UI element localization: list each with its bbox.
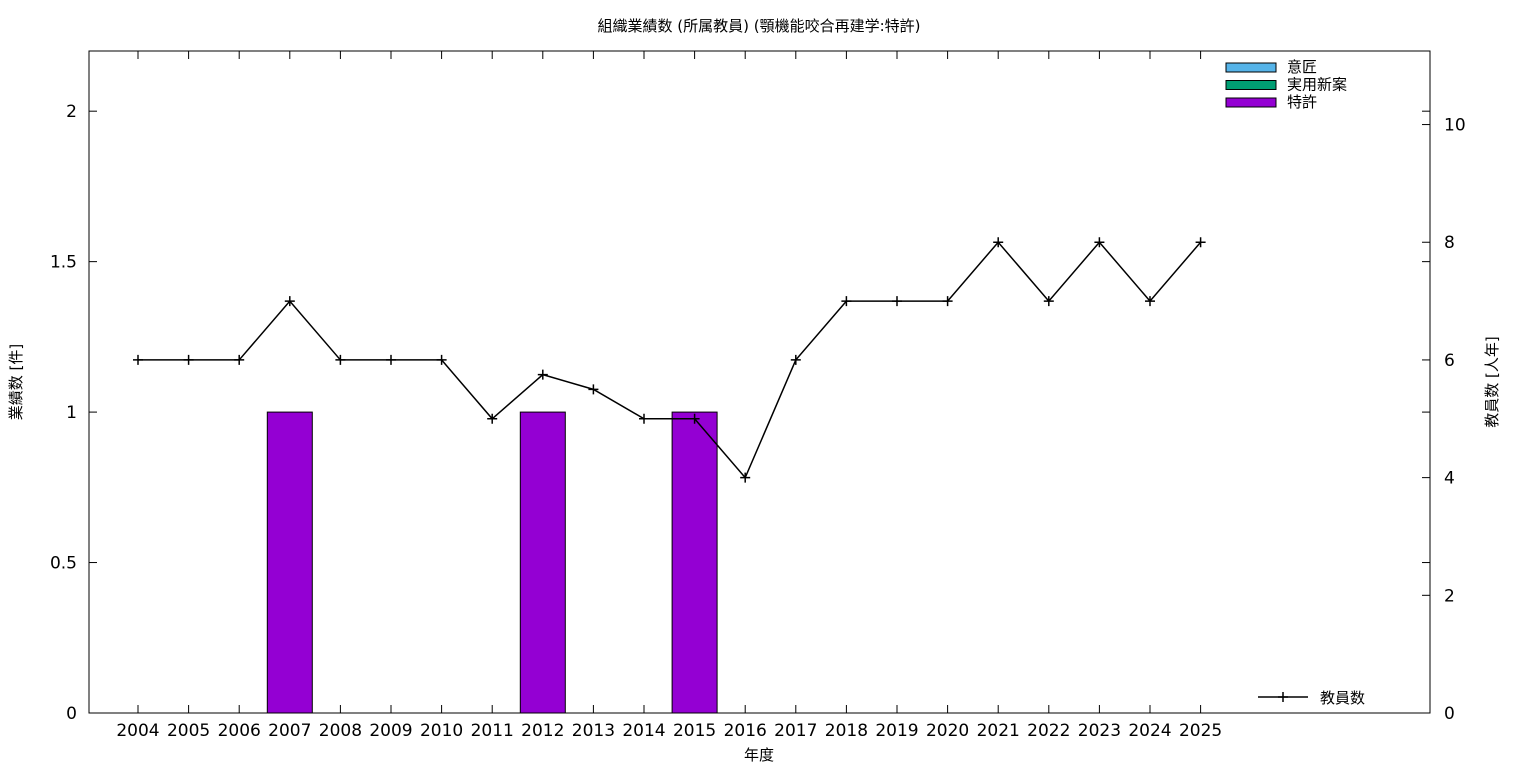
line-point	[1195, 237, 1206, 248]
line-point	[436, 354, 447, 365]
y2-tick-label: 8	[1444, 233, 1455, 253]
legend-swatch	[1225, 97, 1277, 108]
y2-tick-label: 6	[1444, 351, 1455, 371]
x-tick-label: 2017	[774, 721, 817, 741]
y2-tick-label: 4	[1444, 469, 1455, 489]
line-legend: 教員数	[1258, 689, 1365, 707]
line-point	[740, 472, 751, 483]
legend-label: 意匠	[1287, 58, 1317, 76]
y2-tick-label: 10	[1444, 116, 1466, 136]
y-axis-ticks: 0 0.5 1 1.5 2	[50, 102, 1430, 724]
x-tick-label: 2012	[521, 721, 564, 741]
line-point	[790, 354, 801, 365]
y-tick-label: 0.5	[50, 554, 77, 574]
line-point	[234, 354, 245, 365]
x-tick-label: 2018	[825, 721, 868, 741]
line-point	[133, 354, 143, 365]
line-point	[689, 413, 700, 424]
line-point	[841, 296, 852, 307]
line-point	[942, 296, 953, 307]
x-tick-label: 2006	[218, 721, 261, 741]
y-tick-label: 1	[66, 403, 77, 423]
legend-label: 特許	[1287, 93, 1317, 111]
line-point	[1043, 296, 1054, 307]
bar-特許	[671, 411, 718, 714]
line-path	[138, 241, 1202, 480]
x-tick-label: 2008	[319, 721, 362, 741]
x-tick-label: 2024	[1128, 721, 1171, 741]
bar-特許	[519, 411, 566, 714]
line-point	[639, 413, 649, 424]
line-point	[386, 354, 396, 365]
line-point	[335, 354, 346, 365]
x-axis-ticks: 2004 2005 2006 2007 2008 2009 2010 2011 2012 2013…	[116, 51, 1222, 741]
x-tick-label: 2023	[1078, 721, 1121, 741]
y-tick-label: 1.5	[50, 253, 77, 273]
line-point	[1094, 237, 1105, 248]
x-tick-label: 2010	[420, 721, 463, 741]
legend-label: 教員数	[1320, 689, 1365, 707]
x-tick-label: 2021	[977, 721, 1020, 741]
line-point	[993, 237, 1004, 248]
x-tick-label: 2020	[926, 721, 969, 741]
x-tick-label: 2025	[1179, 721, 1222, 741]
y2-tick-label: 0	[1444, 704, 1455, 724]
bar-特許	[266, 411, 313, 714]
x-tick-label: 2009	[369, 721, 412, 741]
x-tick-label: 2011	[471, 721, 514, 741]
x-tick-label: 2007	[268, 721, 311, 741]
legend-line-marker	[1278, 692, 1288, 702]
legend-swatch	[1225, 62, 1277, 73]
line-point	[588, 384, 599, 395]
x-tick-label: 2022	[1027, 721, 1070, 741]
y-tick-label: 2	[66, 102, 77, 122]
y2-axis-ticks: 0 2 4 6 8 10	[1422, 116, 1466, 724]
line-point	[284, 296, 295, 307]
line-point	[183, 354, 194, 365]
x-tick-label: 2004	[116, 721, 159, 741]
x-tick-label: 2013	[572, 721, 615, 741]
chart-title: 組織業績数 (所属教員) (顎機能咬合再建学:特許)	[597, 17, 920, 35]
y2-tick-label: 2	[1444, 586, 1455, 606]
plot-frame	[88, 50, 1431, 714]
x-tick-label: 2014	[622, 721, 665, 741]
line-point	[537, 369, 548, 380]
line-point	[487, 413, 498, 424]
x-tick-label: 2005	[167, 721, 210, 741]
x-tick-label: 2019	[875, 721, 918, 741]
legend-swatch	[1225, 80, 1277, 90]
bar-series	[266, 411, 718, 714]
legend-label: 実用新案	[1287, 76, 1347, 94]
line-series	[133, 237, 1206, 483]
y-axis-label: 業績数 [件]	[7, 344, 25, 420]
x-tick-label: 2016	[724, 721, 767, 741]
line-point	[892, 296, 902, 307]
y2-axis-label: 教員数 [人年]	[1483, 336, 1501, 427]
x-tick-label: 2015	[673, 721, 716, 741]
y-tick-label: 0	[66, 704, 77, 724]
x-axis-label: 年度	[744, 746, 774, 764]
line-point	[1145, 296, 1155, 307]
